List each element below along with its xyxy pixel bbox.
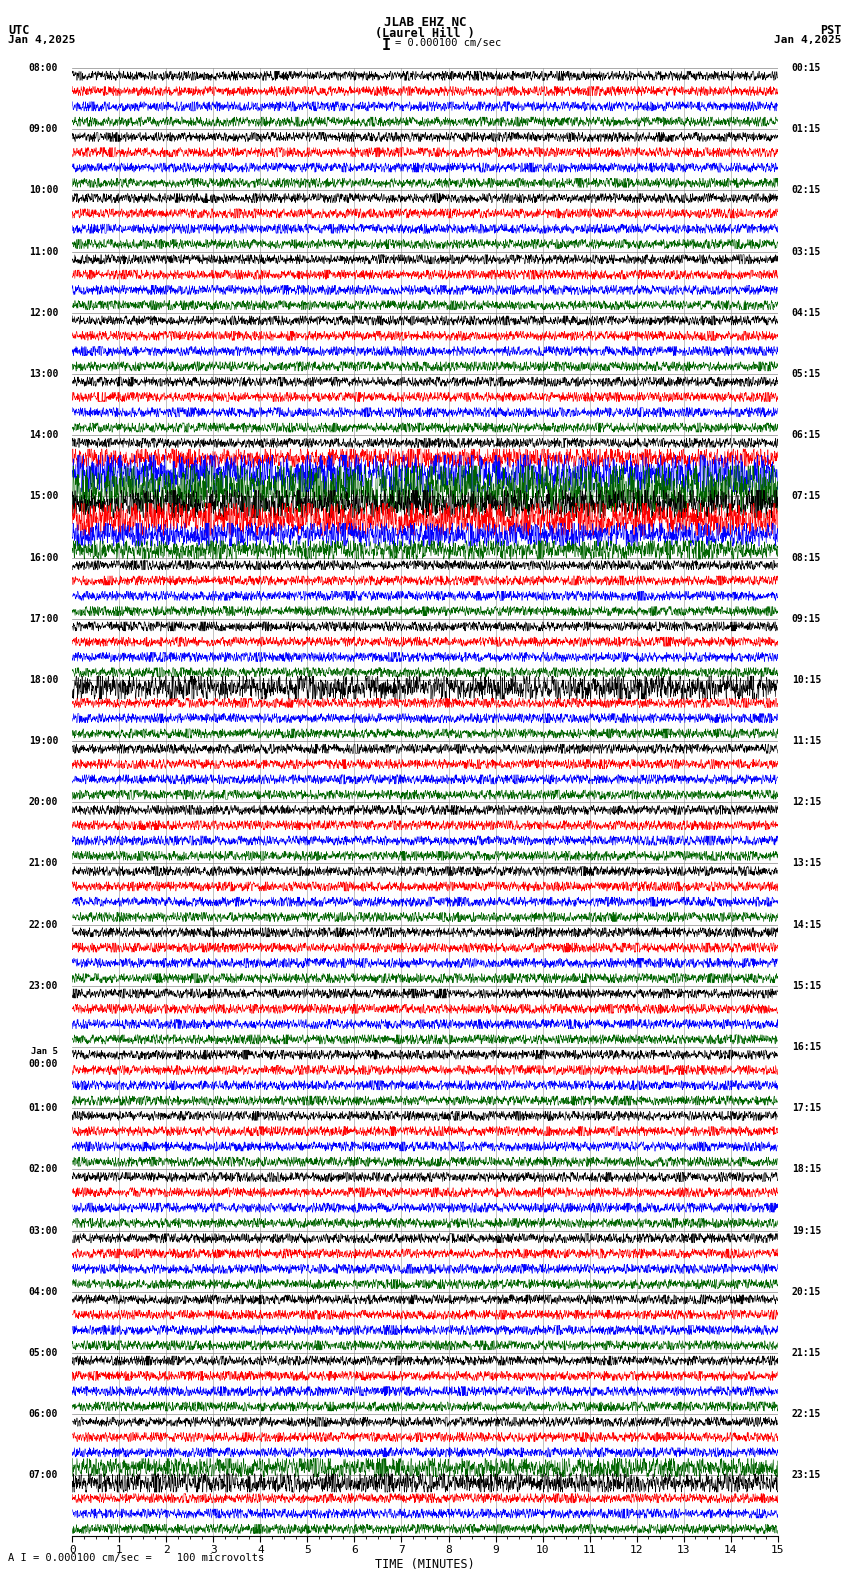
Text: 09:00: 09:00	[29, 124, 58, 135]
Text: 04:15: 04:15	[792, 307, 821, 318]
Text: 12:00: 12:00	[29, 307, 58, 318]
Text: Jan 4,2025: Jan 4,2025	[8, 35, 76, 44]
Text: 06:15: 06:15	[792, 431, 821, 440]
Text: 03:15: 03:15	[792, 247, 821, 257]
Text: 00:15: 00:15	[792, 63, 821, 73]
Text: 06:00: 06:00	[29, 1410, 58, 1419]
Text: 08:15: 08:15	[792, 553, 821, 562]
Text: 17:15: 17:15	[792, 1102, 821, 1114]
Text: 14:15: 14:15	[792, 920, 821, 930]
Text: 23:15: 23:15	[792, 1470, 821, 1481]
Text: A I = 0.000100 cm/sec =    100 microvolts: A I = 0.000100 cm/sec = 100 microvolts	[8, 1554, 264, 1563]
X-axis label: TIME (MINUTES): TIME (MINUTES)	[375, 1557, 475, 1571]
Text: 02:15: 02:15	[792, 185, 821, 195]
Text: 04:00: 04:00	[29, 1286, 58, 1297]
Text: 16:00: 16:00	[29, 553, 58, 562]
Text: 20:15: 20:15	[792, 1286, 821, 1297]
Text: 01:15: 01:15	[792, 124, 821, 135]
Text: 19:15: 19:15	[792, 1226, 821, 1236]
Text: 22:15: 22:15	[792, 1410, 821, 1419]
Text: 10:15: 10:15	[792, 675, 821, 684]
Text: 05:15: 05:15	[792, 369, 821, 379]
Text: 02:00: 02:00	[29, 1164, 58, 1174]
Text: 00:00: 00:00	[29, 1060, 58, 1069]
Text: 07:15: 07:15	[792, 491, 821, 502]
Text: 01:00: 01:00	[29, 1102, 58, 1114]
Text: JLAB EHZ NC: JLAB EHZ NC	[383, 16, 467, 29]
Text: 16:15: 16:15	[792, 1042, 821, 1052]
Text: 19:00: 19:00	[29, 737, 58, 746]
Text: 15:15: 15:15	[792, 980, 821, 992]
Text: 10:00: 10:00	[29, 185, 58, 195]
Text: Jan 5: Jan 5	[31, 1047, 58, 1057]
Text: 09:15: 09:15	[792, 613, 821, 624]
Text: 14:00: 14:00	[29, 431, 58, 440]
Text: = 0.000100 cm/sec: = 0.000100 cm/sec	[395, 38, 501, 48]
Text: 11:00: 11:00	[29, 247, 58, 257]
Text: 23:00: 23:00	[29, 980, 58, 992]
Text: UTC: UTC	[8, 24, 30, 36]
Text: PST: PST	[820, 24, 842, 36]
Text: 17:00: 17:00	[29, 613, 58, 624]
Text: 03:00: 03:00	[29, 1226, 58, 1236]
Text: 18:00: 18:00	[29, 675, 58, 684]
Text: 12:15: 12:15	[792, 797, 821, 808]
Text: 21:00: 21:00	[29, 859, 58, 868]
Text: 05:00: 05:00	[29, 1348, 58, 1357]
Text: 13:00: 13:00	[29, 369, 58, 379]
Text: 11:15: 11:15	[792, 737, 821, 746]
Text: 08:00: 08:00	[29, 63, 58, 73]
Text: Jan 4,2025: Jan 4,2025	[774, 35, 842, 44]
Text: 15:00: 15:00	[29, 491, 58, 502]
Text: I: I	[382, 38, 391, 52]
Text: (Laurel Hill ): (Laurel Hill )	[375, 27, 475, 40]
Text: 21:15: 21:15	[792, 1348, 821, 1357]
Text: 18:15: 18:15	[792, 1164, 821, 1174]
Text: 20:00: 20:00	[29, 797, 58, 808]
Text: 22:00: 22:00	[29, 920, 58, 930]
Text: 13:15: 13:15	[792, 859, 821, 868]
Text: 07:00: 07:00	[29, 1470, 58, 1481]
